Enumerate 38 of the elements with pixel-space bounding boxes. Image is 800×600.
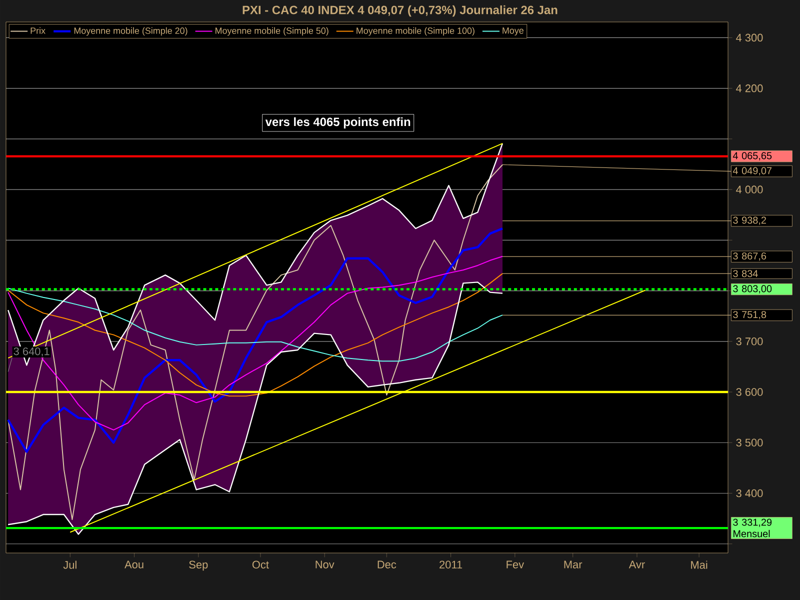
annotation: 3 640,1 (14, 347, 50, 356)
annotation: 3 867,6 (733, 252, 766, 261)
line-series (7, 282, 504, 535)
x-tick-label: Jul (63, 560, 76, 569)
annotation: 3 834 (733, 270, 758, 278)
x-tick-label: Aou (124, 560, 144, 568)
x-tick-label: Mai (691, 560, 708, 569)
annotation: 3 751,8 (733, 311, 766, 320)
legend-label: Moyenne mobile (Simple 100) (356, 27, 474, 36)
x-tick-label: Sep (189, 560, 208, 571)
legend-label: Prix (30, 27, 46, 34)
x-tick-label: Avr (628, 560, 645, 568)
x-tick-label: Oct (252, 560, 269, 569)
ref-line-label: 3 331,29 Mensuel (733, 518, 772, 538)
y-tick-label: 4 000 (736, 186, 763, 194)
legend-label: Moyenne mobile (Simple 20) (74, 27, 188, 36)
ref-line-label: 3 803,00 (733, 285, 772, 294)
y-tick-label: 4 200 (736, 84, 763, 92)
line-series (8, 288, 504, 362)
y-tick-label: 3 600 (736, 388, 763, 396)
y-tick-label: 4 300 (736, 34, 763, 42)
annotation: 3 938,2 (733, 216, 766, 225)
line-series (6, 227, 504, 453)
x-tick-label: Nov (316, 560, 334, 568)
ref-line-label: 4 065,65 (732, 152, 772, 160)
x-tick-label: Mar (564, 560, 582, 568)
y-tick-label: 3 400 (736, 489, 763, 498)
line-series (8, 256, 504, 430)
legend-label: Moye (502, 27, 524, 36)
x-tick-label: Fev (506, 560, 524, 568)
annotation: 4 049,07 (732, 167, 772, 176)
chart-title: PXI - CAC 40 INDEX 4 049,07 (+0,73%) Journalier 26 Jan (242, 5, 558, 17)
y-tick-label: 3 500 (736, 438, 763, 447)
legend-label: Moyenne mobile (Simple 50) (216, 27, 328, 36)
x-tick-label: 2011 (440, 560, 462, 569)
annotation: vers les 4065 points enfin (265, 117, 410, 128)
x-tick-label: Dec (378, 560, 396, 568)
y-tick-label: 3 700 (736, 338, 763, 346)
